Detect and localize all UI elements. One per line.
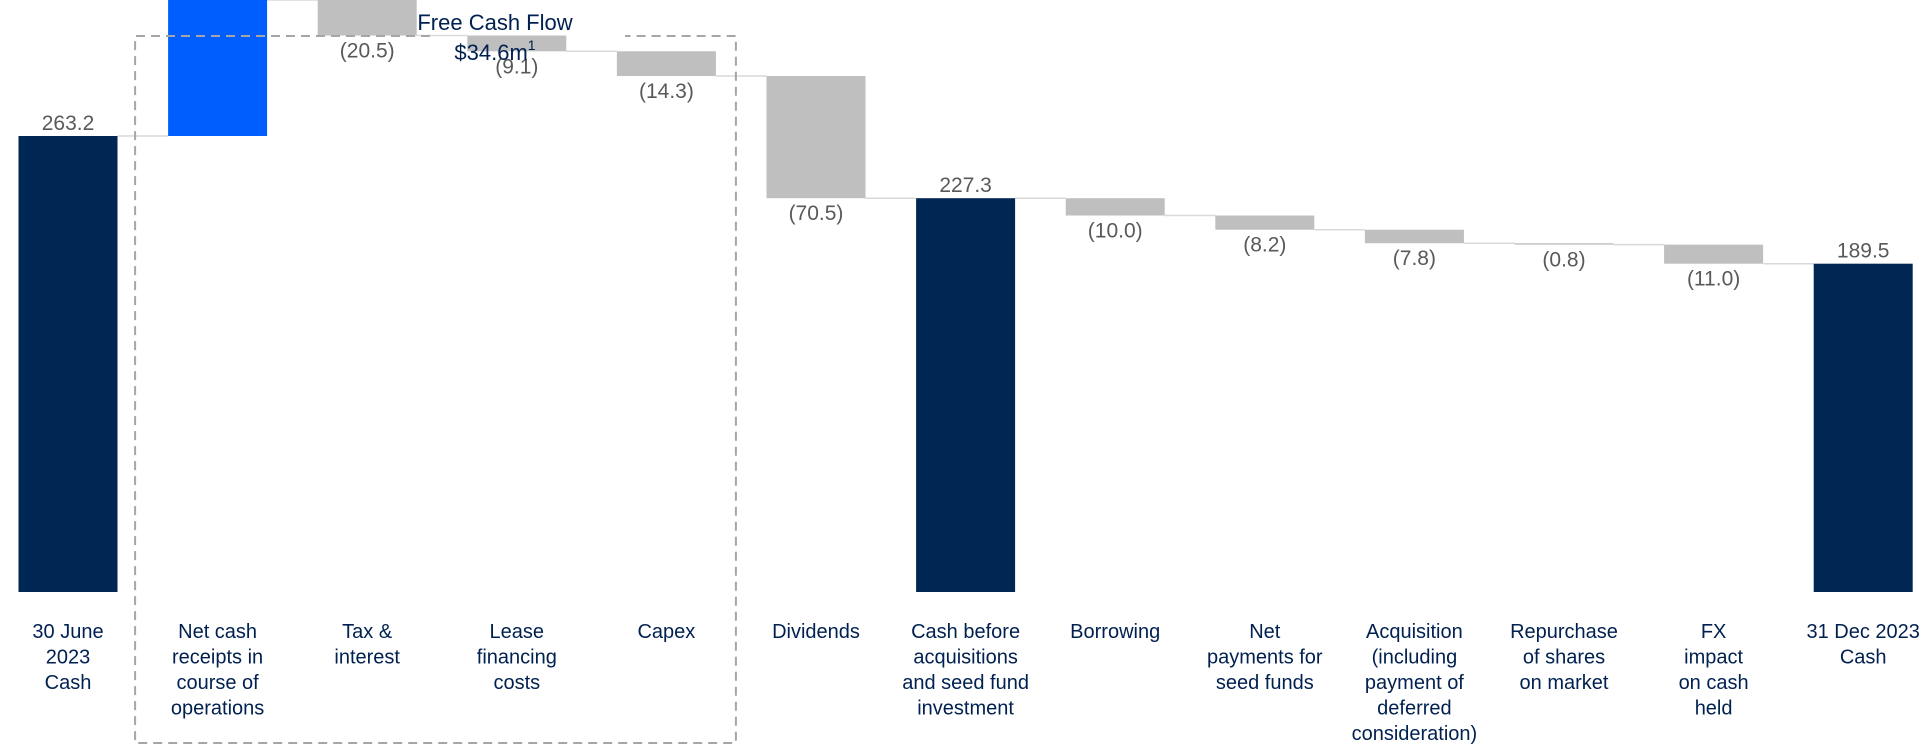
category-label-10-line-0: Repurchase [1510, 621, 1618, 643]
free-cash-flow-amount: $34.6m [454, 40, 527, 65]
data-label-9: (7.8) [1393, 247, 1436, 270]
bar-2 [317, 0, 417, 36]
category-label-3-line-1: financing [477, 647, 557, 669]
category-labels: 30 June 2023 Cash Net cash receipts in course… [32, 621, 1919, 744]
category-label-5-line-0: Dividends [772, 621, 860, 643]
category-label-6-line-3: investment [917, 698, 1014, 720]
data-label-8: (8.2) [1243, 234, 1286, 257]
category-label-11-line-1: impact [1684, 647, 1743, 669]
category-label-7-line-0: Borrowing [1070, 621, 1160, 643]
bar-4 [616, 51, 716, 77]
data-label-10: (0.8) [1542, 249, 1585, 272]
free-cash-flow-annotation: Free Cash Flow $34.6m1 [134, 10, 737, 744]
free-cash-flow-footnote-marker: 1 [528, 37, 536, 53]
category-label-3-line-2: costs [493, 672, 540, 694]
category-label-4-line-0: Capex [637, 621, 695, 643]
data-label-11: (11.0) [1687, 268, 1740, 291]
category-label-8-line-0: Net [1249, 621, 1281, 643]
category-label-1-line-0: Net cash [178, 621, 257, 643]
category-label-6-line-2: and seed fund [902, 672, 1029, 694]
data-label-0: 263.2 [42, 112, 95, 135]
category-label-9-line-1: (including [1372, 647, 1458, 669]
category-label-1-line-1: receipts in [172, 647, 263, 669]
data-label-5: (70.5) [789, 202, 844, 225]
category-label-4: Capex [637, 621, 695, 643]
bar-6 [916, 198, 1016, 592]
bar-5 [766, 76, 866, 199]
category-label-7: Borrowing [1070, 621, 1160, 643]
bar-10 [1514, 243, 1614, 245]
data-label-6: 227.3 [939, 174, 992, 197]
category-label-8-line-1: payments for [1207, 647, 1323, 669]
category-label-9-line-0: Acquisition [1366, 621, 1463, 643]
category-label-2: Tax & interest [334, 621, 400, 669]
category-label-10: Repurchase of shares on market [1510, 621, 1618, 694]
bar-3 [467, 35, 567, 52]
category-label-6: Cash before acquisitions and seed fund inve… [902, 621, 1029, 720]
category-label-9: Acquisition (including payment of deferred c… [1352, 621, 1478, 744]
category-label-11-line-3: held [1695, 698, 1733, 720]
data-labels: 263.278.5(20.5)(9.1)(14.3)(70.5)227.3(10… [42, 40, 1890, 291]
bars [18, 0, 1913, 593]
free-cash-flow-bracket [134, 35, 737, 744]
bar-8 [1215, 215, 1315, 230]
category-label-1-line-3: operations [171, 698, 264, 720]
category-label-9-line-2: payment of [1365, 672, 1464, 694]
bar-1 [168, 0, 268, 137]
category-label-10-line-2: on market [1520, 672, 1609, 694]
category-label-0-line-2: Cash [45, 672, 92, 694]
category-label-3-line-0: Lease [490, 621, 545, 643]
free-cash-flow-title: Free Cash Flow [417, 10, 572, 35]
category-label-5: Dividends [772, 621, 860, 643]
bar-11 [1664, 244, 1764, 264]
category-label-1-line-2: course of [176, 672, 259, 694]
category-label-9-line-3: deferred [1377, 698, 1452, 720]
bar-0 [18, 136, 118, 593]
data-label-12: 189.5 [1837, 240, 1890, 263]
category-label-1: Net cash receipts in course of operations [171, 621, 264, 720]
category-label-8-line-2: seed funds [1216, 672, 1314, 694]
category-label-3: Lease financing costs [477, 621, 557, 694]
free-cash-flow-value: $34.6m1 [454, 37, 535, 65]
category-label-6-line-0: Cash before [911, 621, 1020, 643]
category-label-0-line-0: 30 June [32, 621, 103, 643]
category-label-0-line-1: 2023 [46, 647, 91, 669]
data-label-2: (20.5) [340, 40, 395, 63]
category-label-11-line-2: on cash [1679, 672, 1749, 694]
category-label-12: 31 Dec 2023 Cash [1806, 621, 1919, 669]
category-label-12-line-1: Cash [1840, 647, 1887, 669]
category-label-2-line-1: interest [334, 647, 400, 669]
category-label-10-line-1: of shares [1523, 647, 1605, 669]
category-label-11: FX impact on cash held [1679, 621, 1749, 720]
data-label-3: (9.1) [495, 55, 538, 78]
data-label-4: (14.3) [639, 80, 694, 103]
bar-7 [1065, 198, 1165, 216]
category-label-0: 30 June 2023 Cash [32, 621, 103, 694]
category-label-2-line-0: Tax & [342, 621, 393, 643]
category-label-9-line-4: consideration) [1352, 723, 1478, 744]
category-label-8: Net payments for seed funds [1207, 621, 1323, 694]
category-label-12-line-0: 31 Dec 2023 [1806, 621, 1919, 643]
category-label-11-line-0: FX [1701, 621, 1727, 643]
bar-9 [1364, 229, 1464, 244]
bar-12 [1813, 263, 1913, 592]
category-label-6-line-1: acquisitions [913, 647, 1018, 669]
data-label-7: (10.0) [1088, 220, 1143, 243]
